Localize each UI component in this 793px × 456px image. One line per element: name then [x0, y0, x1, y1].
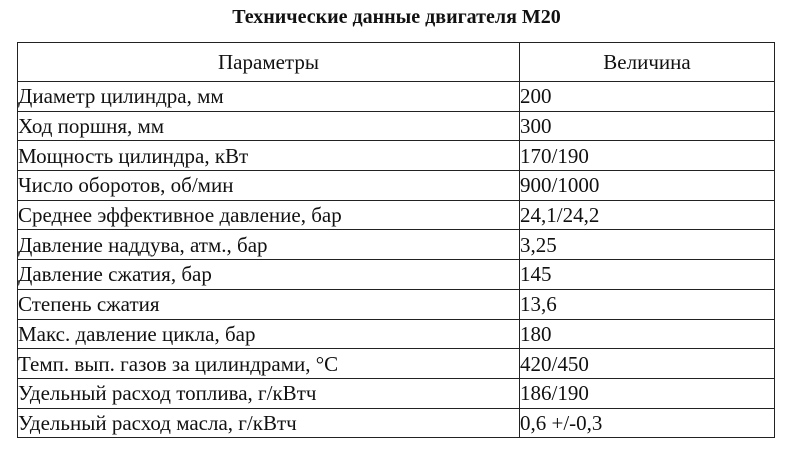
header-parameters: Параметры: [17, 42, 520, 82]
table-row: Степень сжатия 13,6: [17, 288, 775, 320]
param-cell: Удельный расход масла, г/кВтч: [17, 407, 520, 439]
param-cell: Удельный расход топлива, г/кВтч: [17, 377, 520, 409]
value-cell: 13,6: [519, 288, 775, 320]
table-row: Макс. давление цикла, бар 180: [17, 318, 775, 350]
param-cell: Ход поршня, мм: [17, 110, 520, 142]
value-cell: 24,1/24,2: [519, 199, 775, 231]
table-row: Давление наддува, атм., бар 3,25: [17, 229, 775, 261]
table-row: Удельный расход топлива, г/кВтч 186/190: [17, 377, 775, 409]
table-row: Темп. вып. газов за цилиндрами, °С 420/4…: [17, 348, 775, 379]
value-cell: 200: [519, 81, 775, 112]
value-cell: 300: [519, 110, 775, 142]
param-cell: Давление наддува, атм., бар: [17, 229, 520, 261]
value-cell: 180: [519, 318, 775, 350]
document-title: Технические данные двигателя М20: [232, 6, 561, 28]
param-cell: Давление сжатия, бар: [17, 259, 520, 290]
table-row: Ход поршня, мм 300: [17, 110, 775, 142]
value-cell: 186/190: [519, 377, 775, 409]
table-row: Число оборотов, об/мин 900/1000: [17, 170, 775, 201]
param-cell: Мощность цилиндра, кВт: [17, 140, 520, 172]
table-row: Среднее эффективное давление, бар 24,1/2…: [17, 199, 775, 231]
table-row: Диаметр цилиндра, мм 200: [17, 81, 775, 112]
param-cell: Число оборотов, об/мин: [17, 170, 520, 201]
param-cell: Степень сжатия: [17, 288, 520, 320]
value-cell: 420/450: [519, 348, 775, 379]
param-cell: Темп. вып. газов за цилиндрами, °С: [17, 348, 520, 379]
param-cell: Макс. давление цикла, бар: [17, 318, 520, 350]
param-cell: Диаметр цилиндра, мм: [17, 81, 520, 112]
engine-spec-table: Параметры Величина Диаметр цилиндра, мм …: [17, 42, 775, 439]
param-cell: Среднее эффективное давление, бар: [17, 199, 520, 231]
table-row: Мощность цилиндра, кВт 170/190: [17, 140, 775, 172]
header-value: Величина: [519, 42, 775, 82]
value-cell: 145: [519, 259, 775, 290]
table-row: Удельный расход масла, г/кВтч 0,6 +/-0,3: [17, 407, 775, 439]
table-header-row: Параметры Величина: [17, 42, 775, 82]
value-cell: 170/190: [519, 140, 775, 172]
value-cell: 900/1000: [519, 170, 775, 201]
value-cell: 3,25: [519, 229, 775, 261]
table-row: Давление сжатия, бар 145: [17, 259, 775, 290]
value-cell: 0,6 +/-0,3: [519, 407, 775, 439]
